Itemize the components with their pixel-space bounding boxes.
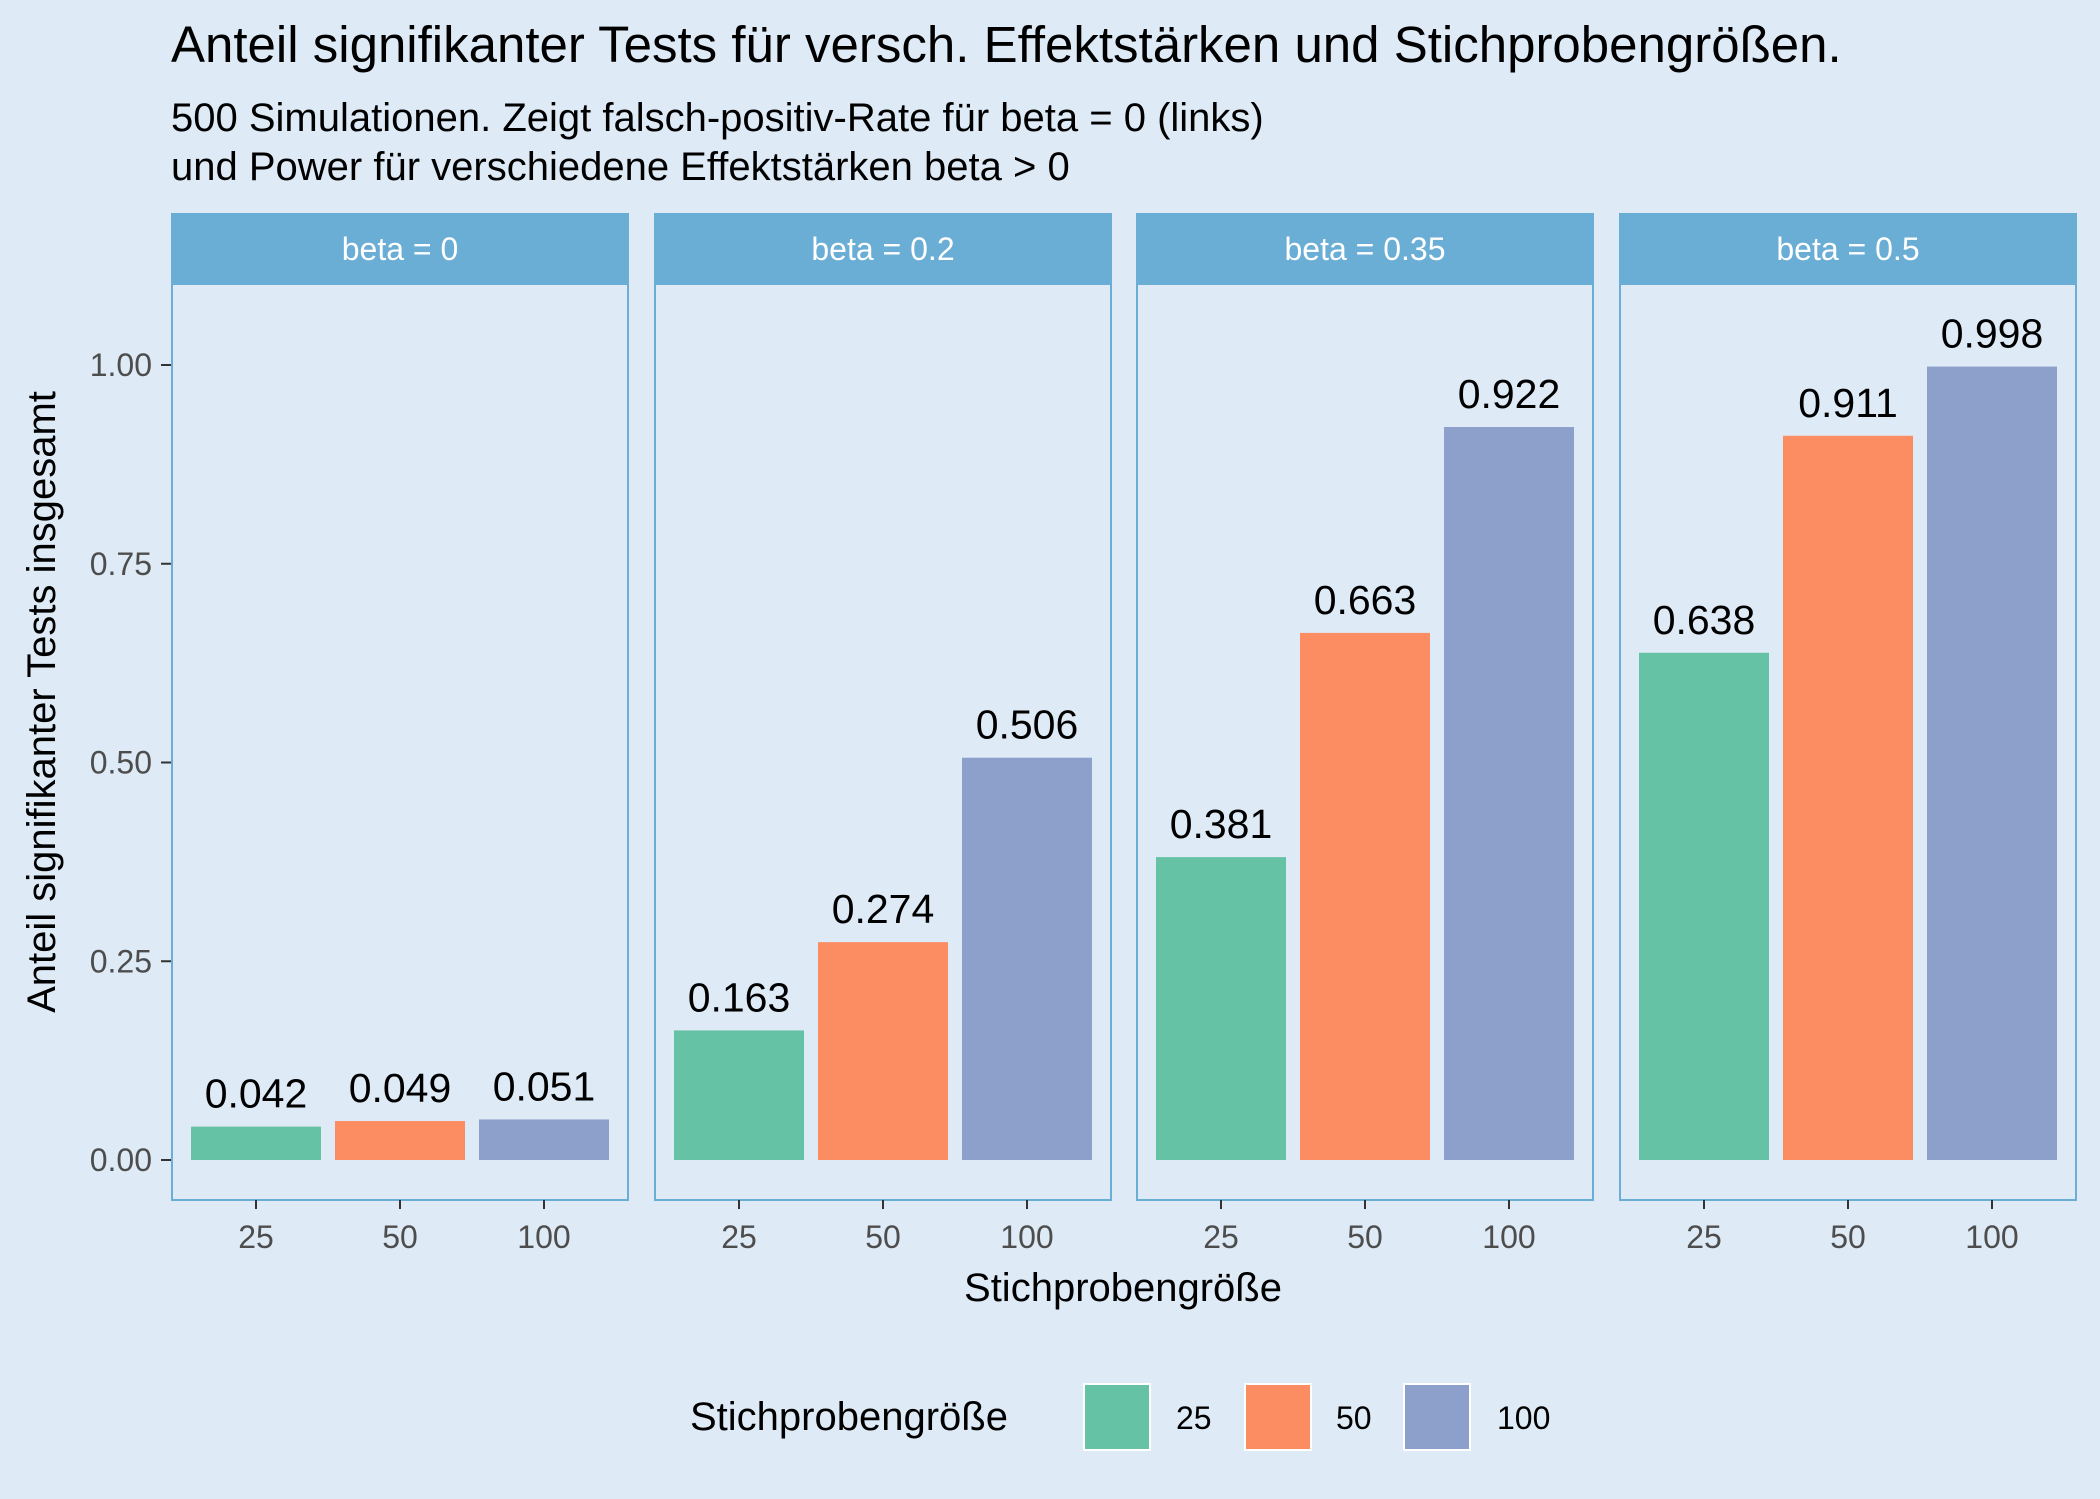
facet-panel: beta = 0 0.042 25 0.049 50 0.051 100: [171, 213, 629, 1255]
bar-value-label: 0.042: [205, 1071, 308, 1117]
y-tick-label: 0.50: [90, 745, 152, 781]
bar: [1444, 427, 1574, 1160]
bar-value-label: 0.638: [1653, 597, 1756, 643]
bar: [1639, 652, 1769, 1160]
bar: [1300, 632, 1430, 1160]
y-axis: 0.00 0.25 0.50 0.75 1.00: [90, 347, 171, 1178]
legend-label: 100: [1497, 1400, 1550, 1436]
bar: [479, 1119, 609, 1160]
bar: [674, 1030, 804, 1160]
facet-strip: [171, 213, 629, 284]
chart-title: Anteil signifikanter Tests für versch. E…: [171, 16, 1842, 73]
bar-value-label: 0.274: [832, 886, 935, 932]
y-tick-label: 0.00: [90, 1142, 152, 1178]
legend-title: Stichprobengröße: [690, 1395, 1008, 1439]
x-tick-label: 50: [1830, 1219, 1866, 1255]
bar: [335, 1121, 465, 1160]
x-tick-label: 100: [1000, 1219, 1053, 1255]
bar: [1927, 366, 2057, 1161]
bar-value-label: 0.922: [1458, 371, 1561, 417]
chart-subtitle-line-1: 500 Simulationen. Zeigt falsch-positiv-R…: [171, 96, 1264, 140]
facet-strip: [1136, 213, 1594, 284]
facet-panel: beta = 0.35 0.381 25 0.663 50 0.922 100: [1136, 213, 1594, 1255]
x-tick-label: 25: [238, 1219, 274, 1255]
bar: [1156, 857, 1286, 1160]
facet-strip-label: beta = 0.35: [1284, 231, 1445, 267]
facet-panel: beta = 0.5 0.638 25 0.911 50 0.998 100: [1619, 213, 2077, 1255]
x-tick-label: 50: [382, 1219, 418, 1255]
bar: [1783, 435, 1913, 1160]
y-tick-label: 1.00: [90, 347, 152, 383]
x-tick-label: 100: [517, 1219, 570, 1255]
bar-value-label: 0.506: [976, 702, 1079, 748]
facet-strip: [1619, 213, 2077, 284]
chart-subtitle-line-2: und Power für verschiedene Effektstärken…: [171, 145, 1070, 189]
x-tick-label: 25: [1686, 1219, 1722, 1255]
x-tick-label: 50: [1347, 1219, 1383, 1255]
facet-strip-label: beta = 0.2: [811, 231, 954, 267]
legend-label: 50: [1336, 1400, 1372, 1436]
legend-key: [1083, 1383, 1151, 1451]
legend: Stichprobengröße 25 50 100: [690, 1383, 1550, 1451]
bar: [962, 757, 1092, 1160]
x-tick-label: 50: [865, 1219, 901, 1255]
x-axis-title: Stichprobengröße: [964, 1266, 1282, 1310]
bar-value-label: 0.163: [688, 974, 791, 1020]
x-tick-label: 100: [1965, 1219, 2018, 1255]
facet-strip-label: beta = 0.5: [1776, 231, 1919, 267]
y-tick-label: 0.25: [90, 943, 152, 979]
bar-value-label: 0.911: [1798, 380, 1898, 426]
legend-label: 25: [1176, 1400, 1212, 1436]
facet-panel: beta = 0.2 0.163 25 0.274 50 0.506 100: [654, 213, 1112, 1255]
x-tick-label: 25: [1203, 1219, 1239, 1255]
bar-value-label: 0.663: [1314, 577, 1417, 623]
x-tick-label: 100: [1482, 1219, 1535, 1255]
bar-value-label: 0.998: [1941, 311, 2044, 357]
bar-value-label: 0.051: [493, 1063, 596, 1109]
facet-strip-label: beta = 0: [342, 231, 459, 267]
x-tick-label: 25: [721, 1219, 757, 1255]
bar-value-label: 0.381: [1170, 801, 1273, 847]
legend-key: [1403, 1383, 1471, 1451]
bar: [818, 942, 948, 1160]
facet-strip: [654, 213, 1112, 284]
legend-key: [1244, 1383, 1312, 1451]
bar-value-label: 0.049: [349, 1065, 452, 1111]
bar: [191, 1126, 321, 1160]
y-tick-label: 0.75: [90, 546, 152, 582]
y-axis-title: Anteil signifikanter Tests insgesamt: [20, 391, 64, 1013]
